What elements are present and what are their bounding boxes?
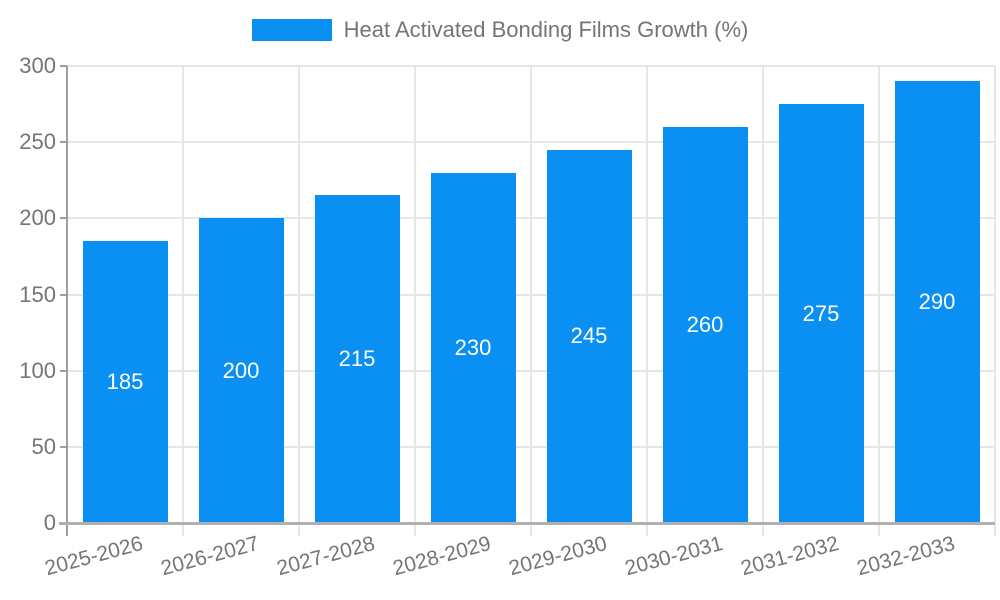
y-tick-mark bbox=[60, 217, 67, 220]
y-tick-label: 200 bbox=[19, 205, 56, 231]
bar: 185 bbox=[82, 241, 168, 523]
chart-legend: Heat Activated Bonding Films Growth (%) bbox=[0, 16, 1000, 44]
x-tick-label: 2031-2032 bbox=[737, 532, 841, 581]
x-gridline bbox=[878, 66, 880, 536]
bar-value-label: 185 bbox=[106, 369, 144, 395]
y-tick-label: 100 bbox=[19, 357, 56, 383]
y-tick-mark bbox=[60, 293, 67, 296]
bar: 290 bbox=[894, 81, 980, 523]
x-tick-label: 2027-2028 bbox=[273, 532, 377, 581]
x-gridline bbox=[182, 66, 184, 536]
x-gridline bbox=[994, 66, 996, 536]
x-gridline bbox=[646, 66, 648, 536]
x-tick-label: 2025-2026 bbox=[41, 532, 145, 581]
x-gridline bbox=[530, 66, 532, 536]
bar: 245 bbox=[546, 149, 632, 523]
y-tick-mark bbox=[60, 65, 67, 67]
bar-value-label: 215 bbox=[338, 346, 376, 372]
y-axis-line bbox=[66, 66, 68, 536]
bar-value-label: 230 bbox=[454, 334, 492, 360]
bar-value-label: 200 bbox=[222, 357, 260, 383]
x-tick-label: 2030-2031 bbox=[621, 532, 725, 581]
bar: 200 bbox=[198, 218, 284, 523]
legend-swatch-icon bbox=[251, 19, 332, 41]
bar-value-label: 260 bbox=[686, 311, 724, 337]
y-tick-label: 150 bbox=[19, 281, 56, 307]
bar-value-label: 245 bbox=[570, 323, 608, 349]
y-tick-label: 250 bbox=[19, 129, 56, 155]
y-tick-mark bbox=[60, 141, 67, 144]
bar: 275 bbox=[778, 104, 864, 523]
bar: 260 bbox=[662, 126, 748, 523]
x-gridline bbox=[762, 66, 764, 536]
bar: 215 bbox=[314, 195, 400, 523]
x-gridline bbox=[414, 66, 416, 536]
y-tick-mark bbox=[60, 445, 67, 448]
x-tick-label: 2032-2033 bbox=[853, 532, 957, 581]
bar-value-label: 275 bbox=[802, 300, 840, 326]
y-tick-mark bbox=[60, 369, 67, 372]
y-tick-label: 300 bbox=[19, 53, 56, 78]
y-tick-label: 0 bbox=[43, 510, 56, 535]
plot-area: 185 200 215 230 245 260 275 290 bbox=[67, 65, 996, 536]
y-tick-label: 50 bbox=[31, 433, 56, 459]
x-axis-line bbox=[59, 522, 995, 525]
x-tick-label: 2026-2027 bbox=[157, 532, 261, 581]
x-tick-label: 2028-2029 bbox=[389, 532, 493, 581]
legend-label: Heat Activated Bonding Films Growth (%) bbox=[343, 17, 749, 42]
bar: 230 bbox=[430, 172, 516, 523]
bar-value-label: 290 bbox=[918, 289, 956, 315]
x-gridline bbox=[298, 66, 300, 536]
x-tick-label: 2029-2030 bbox=[505, 532, 609, 581]
